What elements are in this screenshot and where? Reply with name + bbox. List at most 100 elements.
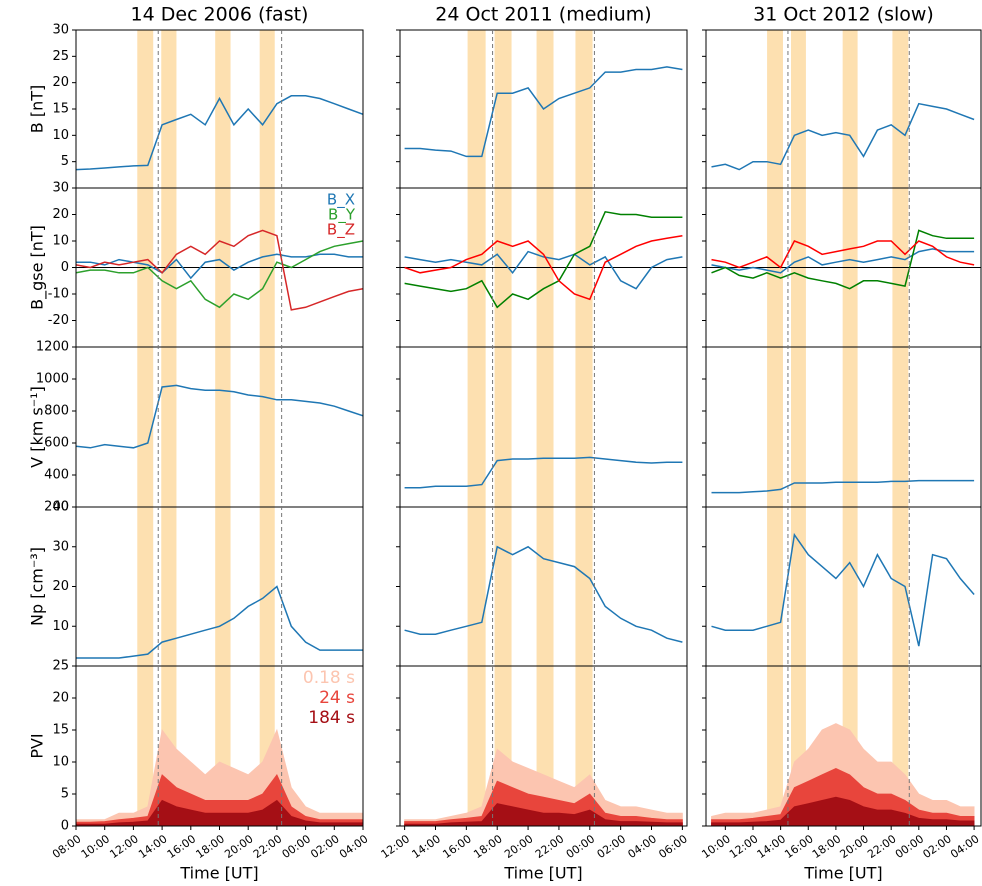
series-line [76, 95, 363, 171]
y-tick-label: 1000 [36, 372, 69, 387]
legend-entry: B_X [327, 191, 355, 210]
y-tick-label: 20 [52, 75, 69, 90]
y-axis-label: Np [cm⁻³] [28, 547, 47, 626]
x-tick-label: 16:00 [782, 832, 815, 861]
column-title: 14 Dec 2006 (fast) [131, 4, 309, 26]
interval-shade [215, 30, 231, 826]
y-tick-label: 30 [52, 539, 69, 554]
x-axis-label: Time [UT] [803, 864, 882, 883]
series-line [404, 66, 683, 158]
pvi-area [404, 748, 683, 826]
series-line [404, 250, 683, 290]
x-tick-label: 18:00 [810, 832, 843, 861]
x-tick-label: 14:00 [410, 832, 443, 861]
x-tick-label: 18:00 [194, 832, 227, 861]
x-tick-label: 20:00 [502, 832, 535, 861]
y-tick-label: 0 [61, 260, 69, 275]
series-line [711, 102, 975, 171]
series-line [404, 234, 683, 301]
x-tick-label: 14:00 [755, 832, 788, 861]
series-line [711, 229, 975, 290]
y-axis-label: PVI [28, 733, 47, 758]
x-tick-label: 20:00 [838, 832, 871, 861]
pvi-area [76, 728, 363, 826]
y-tick-label: 40 [52, 500, 69, 515]
x-tick-label: 14:00 [136, 832, 169, 861]
series-line [76, 384, 363, 449]
series-line [76, 240, 363, 309]
legend-entry: B_Y [328, 206, 356, 225]
series-line [711, 240, 975, 269]
panel-frame [705, 665, 982, 827]
x-tick-label: 02:00 [920, 832, 953, 861]
y-tick-label: 200 [44, 500, 69, 515]
legend-entry: 24 s [319, 688, 355, 708]
pvi-area [711, 796, 975, 826]
x-tick-label: 08:00 [50, 832, 83, 861]
x-tick-label: 00:00 [280, 832, 313, 861]
x-tick-label: 22:00 [865, 832, 898, 861]
x-tick-label: 04:00 [626, 832, 659, 861]
x-tick-label: 22:00 [533, 832, 566, 861]
interval-shade [161, 30, 177, 826]
y-tick-label: 1200 [36, 340, 69, 355]
x-tick-label: 10:00 [699, 832, 732, 861]
y-axis-label: B_gse [nT] [28, 225, 48, 310]
x-tick-label: 04:00 [337, 832, 370, 861]
x-tick-label: 06:00 [656, 832, 689, 861]
series-line [711, 479, 975, 494]
interval-shade [494, 30, 512, 826]
y-tick-label: 10 [52, 619, 69, 634]
interval-shade [790, 30, 806, 826]
legend-entry: 184 s [308, 708, 355, 728]
series-line [76, 585, 363, 659]
pvi-area [76, 774, 363, 826]
x-tick-label: 20:00 [222, 832, 255, 861]
y-tick-label: -20 [48, 313, 69, 328]
series-line [711, 532, 975, 647]
interval-shade [137, 30, 154, 826]
pvi-area [404, 780, 683, 826]
series-line [76, 229, 363, 311]
interval-shade [575, 30, 593, 826]
y-tick-label: 25 [52, 659, 69, 674]
interval-shade [536, 30, 554, 826]
y-tick-label: 5 [61, 787, 69, 802]
y-tick-label: 0 [61, 819, 69, 834]
y-tick-label: 10 [52, 234, 69, 249]
column-title: 24 Oct 2011 (medium) [435, 4, 651, 26]
y-tick-label: 10 [52, 755, 69, 770]
x-tick-label: 18:00 [471, 832, 504, 861]
x-tick-label: 16:00 [165, 832, 198, 861]
y-tick-label: 30 [52, 181, 69, 196]
y-tick-label: 20 [52, 691, 69, 706]
series-line [404, 456, 683, 489]
y-tick-label: 600 [44, 436, 69, 451]
x-tick-label: 02:00 [308, 832, 341, 861]
interval-shade [259, 30, 275, 826]
y-tick-label: 30 [52, 23, 69, 38]
series-line [404, 545, 683, 643]
legend-entry: B_Z [327, 221, 355, 240]
y-tick-label: 10 [52, 128, 69, 143]
y-tick-label: 15 [52, 102, 69, 117]
y-tick-label: 20 [52, 207, 69, 222]
y-tick-label: 400 [44, 468, 69, 483]
x-tick-label: 22:00 [251, 832, 284, 861]
y-tick-label: 25 [52, 49, 69, 64]
column-title: 31 Oct 2012 (slow) [753, 4, 934, 26]
y-tick-label: 20 [52, 579, 69, 594]
pvi-area [404, 803, 683, 826]
legend-entry: 0.18 s [303, 668, 355, 688]
y-axis-label: B [nT] [28, 85, 47, 133]
interval-shade [467, 30, 486, 826]
x-tick-label: 00:00 [564, 832, 597, 861]
x-tick-label: 12:00 [727, 832, 760, 861]
series-line [711, 248, 975, 274]
panel-frame [399, 665, 688, 827]
y-tick-label: 15 [52, 723, 69, 738]
x-tick-label: 12:00 [379, 832, 412, 861]
series-line [76, 253, 363, 280]
y-tick-label: 5 [61, 154, 69, 169]
pvi-area [711, 767, 975, 826]
